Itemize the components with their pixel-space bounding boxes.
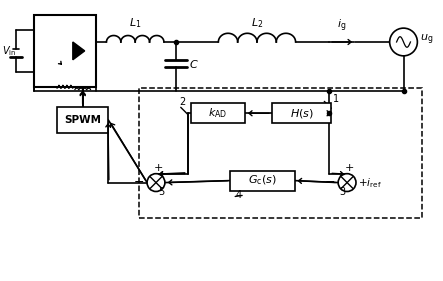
Bar <box>272 103 331 123</box>
Bar <box>190 103 245 123</box>
Text: 2: 2 <box>179 97 186 107</box>
Circle shape <box>338 174 356 191</box>
Text: $i_{\rm g}$: $i_{\rm g}$ <box>338 18 347 34</box>
Circle shape <box>390 28 417 56</box>
Bar <box>139 87 422 218</box>
Text: $k_{\rm AD}$: $k_{\rm AD}$ <box>208 106 228 120</box>
Text: 3: 3 <box>339 187 345 198</box>
Text: $G_{\rm c}(s)$: $G_{\rm c}(s)$ <box>248 174 277 187</box>
Text: $L_1$: $L_1$ <box>129 16 141 30</box>
Text: $H(s)$: $H(s)$ <box>290 107 314 120</box>
Text: $C$: $C$ <box>189 58 198 70</box>
Bar <box>57 107 109 133</box>
Text: $V_{\rm in}$: $V_{\rm in}$ <box>2 44 16 58</box>
Text: SPWM: SPWM <box>64 115 101 125</box>
Text: $L_2$: $L_2$ <box>251 16 263 30</box>
Text: $+$: $+$ <box>344 162 354 173</box>
Polygon shape <box>73 42 85 60</box>
Text: $+$: $+$ <box>153 162 163 173</box>
Text: $-$: $-$ <box>133 175 144 188</box>
Bar <box>34 15 96 87</box>
Text: $-$: $-$ <box>324 175 335 188</box>
Circle shape <box>147 174 165 191</box>
Bar <box>230 171 295 191</box>
Text: 5: 5 <box>158 187 164 198</box>
Text: $+i_{\rm ref}$: $+i_{\rm ref}$ <box>358 177 382 191</box>
Text: 4: 4 <box>235 191 241 200</box>
Text: $u_{\rm g}$: $u_{\rm g}$ <box>420 33 434 47</box>
Text: 1: 1 <box>333 94 339 104</box>
